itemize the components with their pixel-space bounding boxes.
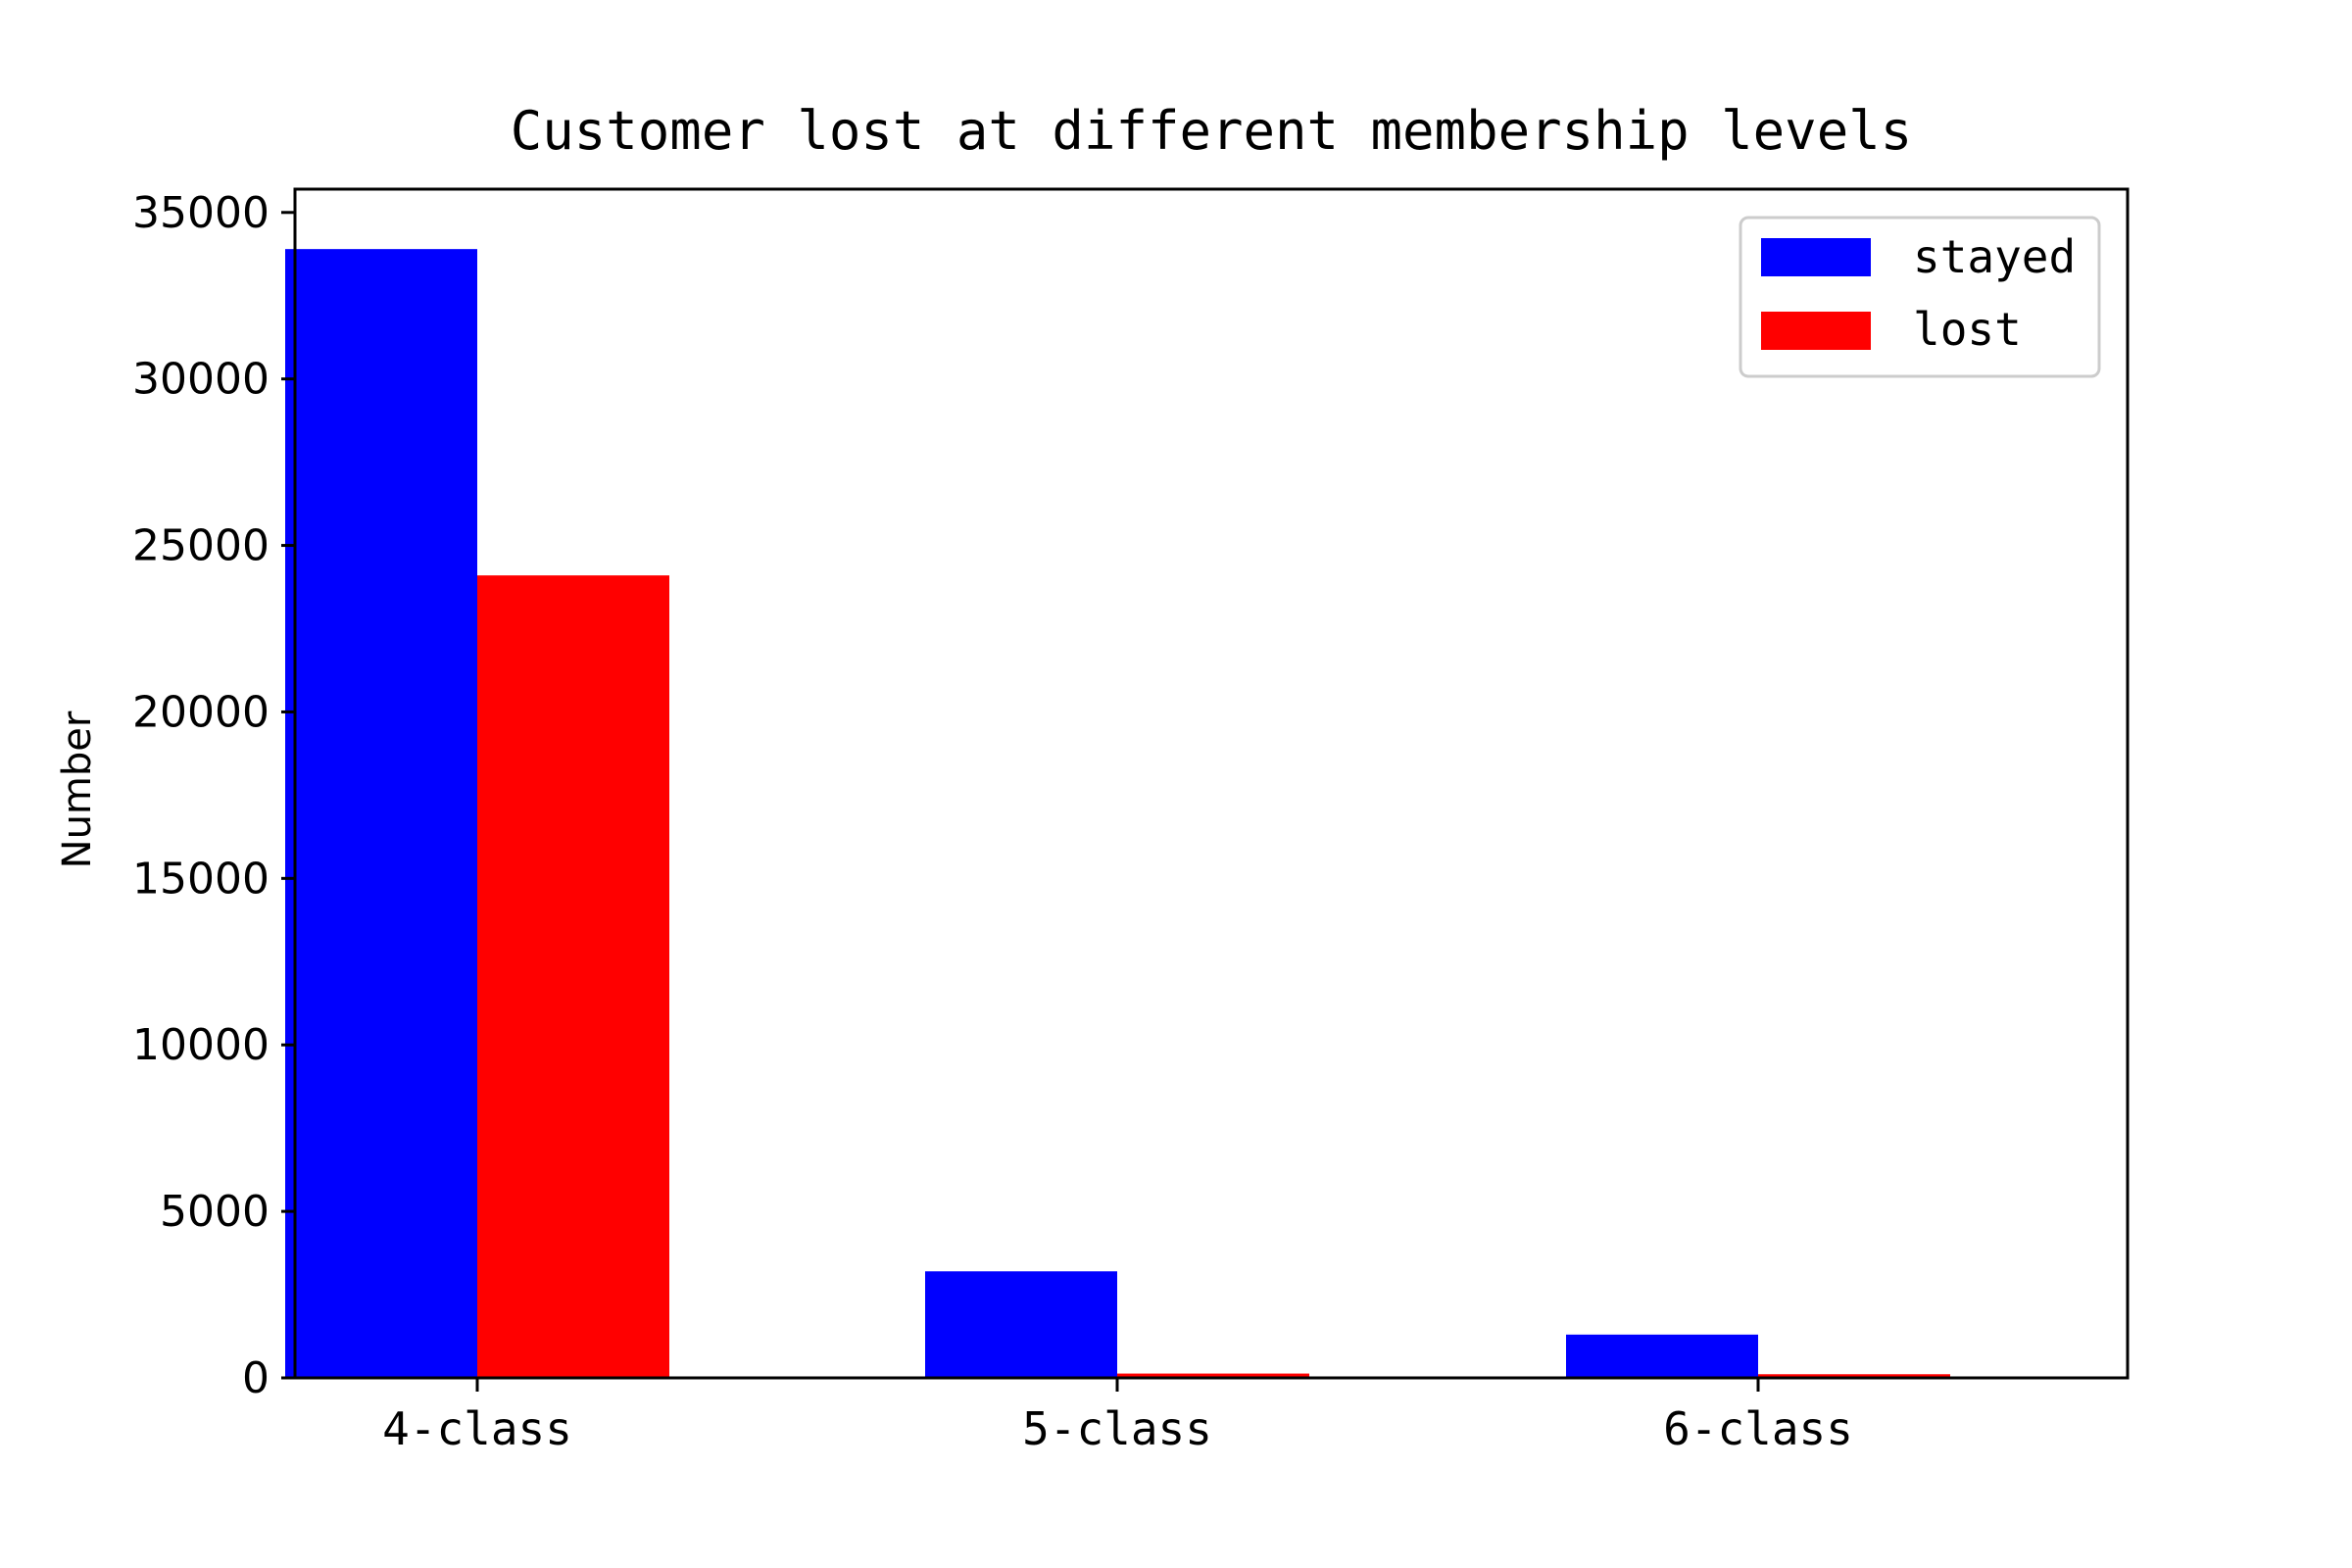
- bar-lost-6-class: [1758, 1374, 1950, 1378]
- legend-swatch-stayed: [1761, 238, 1871, 276]
- bar-stayed-4-class: [285, 249, 477, 1378]
- legend-label-lost: lost: [1913, 303, 2022, 356]
- x-tick-label: 4-class: [382, 1402, 572, 1455]
- bar-lost-5-class: [1117, 1373, 1309, 1378]
- y-axis-label: Number: [55, 710, 100, 868]
- bar-stayed-6-class: [1566, 1334, 1758, 1378]
- legend: stayed lost: [1739, 216, 2101, 378]
- bars-layer: [285, 249, 1950, 1378]
- y-tick-label: 5000: [160, 1187, 270, 1237]
- chart-title: Customer lost at different membership le…: [511, 100, 1912, 162]
- y-tick-label: 35000: [132, 188, 270, 238]
- y-tick-label: 0: [242, 1353, 270, 1403]
- bar-lost-4-class: [477, 575, 669, 1378]
- legend-swatch-lost: [1761, 312, 1871, 350]
- y-tick-label: 15000: [132, 854, 270, 904]
- x-tick-label: 6-class: [1663, 1402, 1853, 1455]
- plot-frame: [293, 187, 2130, 1380]
- legend-label-stayed: stayed: [1913, 230, 2076, 283]
- y-axis-ticks: 0 5000 10000 15000 20000 25000 30000 35000: [132, 188, 295, 1403]
- y-tick-label: 30000: [132, 355, 270, 405]
- y-tick-label: 25000: [132, 521, 270, 571]
- bar-stayed-5-class: [925, 1271, 1117, 1378]
- y-tick-label: 20000: [132, 687, 270, 737]
- y-tick-label: 10000: [132, 1020, 270, 1070]
- x-tick-label: 5-class: [1022, 1402, 1212, 1455]
- x-axis-ticks: 4-class 5-class 6-class: [382, 1378, 1853, 1455]
